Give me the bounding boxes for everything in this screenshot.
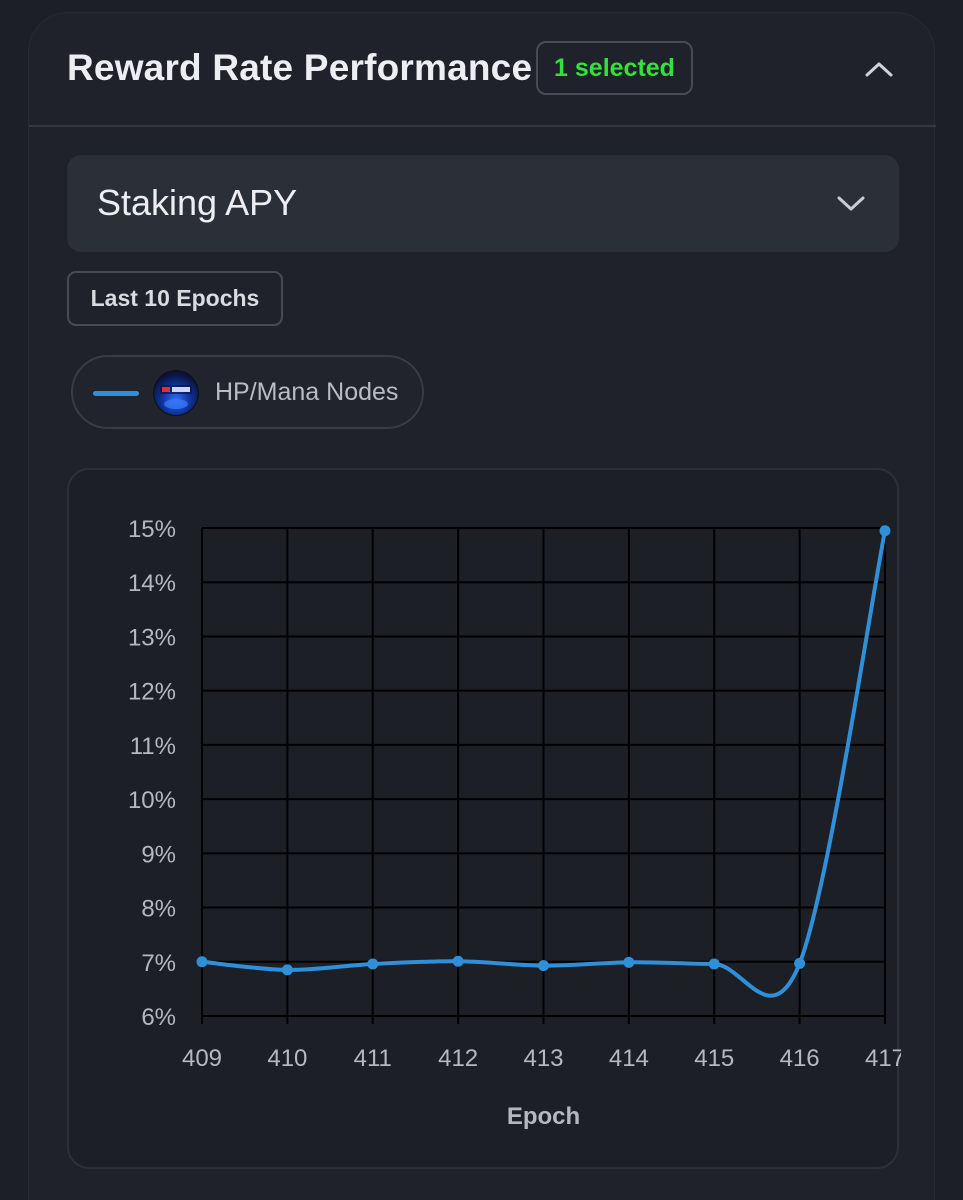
data-point[interactable] <box>708 958 720 970</box>
apy-line-chart: 6%7%8%9%10%11%12%13%14%15% 409 410 411 412 4… <box>128 516 901 1130</box>
x-tick-label: 409 <box>182 1045 222 1072</box>
x-tick-label: 415 <box>694 1045 734 1072</box>
y-tick-label: 15% <box>128 516 176 543</box>
y-tick-label: 12% <box>128 679 176 706</box>
metric-select[interactable]: Staking APY <box>67 155 899 252</box>
chart-series <box>196 525 891 998</box>
data-point[interactable] <box>367 958 379 970</box>
collapse-button[interactable] <box>859 51 899 87</box>
legend-line-swatch <box>93 391 139 396</box>
y-tick-label: 6% <box>141 1004 176 1031</box>
y-tick-label: 10% <box>128 787 176 814</box>
card-header: Reward Rate Performance 1 selected <box>29 13 936 127</box>
hp-mana-logo <box>153 370 199 416</box>
x-tick-label: 412 <box>438 1045 478 1072</box>
selected-count-badge[interactable]: 1 selected <box>536 41 693 95</box>
chart-grid <box>201 527 886 1024</box>
chevron-up-icon <box>865 62 893 77</box>
x-tick-label: 416 <box>780 1045 820 1072</box>
range-button-last-10-epochs[interactable]: Last 10 Epochs <box>67 271 283 326</box>
x-tick-label: 414 <box>609 1045 649 1072</box>
y-tick-label: 7% <box>141 950 176 977</box>
x-tick-label: 417 <box>865 1045 901 1072</box>
x-tick-label: 413 <box>523 1045 563 1072</box>
metric-select-value: Staking APY <box>97 182 298 223</box>
chart-container: 6% 7% 8% 9% 10% 11% 12% 13% 14% 15% 409 410 411 412 4… <box>67 468 901 1169</box>
x-axis-ticks: 409 410 411 412 413 414 415 416 417 <box>182 1045 901 1072</box>
x-axis-title: Epoch <box>507 1103 580 1130</box>
data-point[interactable] <box>794 957 806 969</box>
reward-rate-card: Reward Rate Performance 1 selected Staki… <box>28 12 936 1200</box>
y-tick-label: 14% <box>128 570 176 597</box>
data-point[interactable] <box>281 964 293 976</box>
data-point[interactable] <box>196 956 208 968</box>
x-tick-label: 411 <box>354 1045 392 1072</box>
y-axis-ticks: 6% 7% 8% 9% 10% 11% 12% 13% 14% 15% <box>128 516 176 1031</box>
y-tick-label: 11% <box>130 733 176 760</box>
x-tick-label: 410 <box>267 1045 307 1072</box>
legend-label: HP/Mana Nodes <box>215 378 399 406</box>
data-point[interactable] <box>452 955 464 967</box>
series-line-0 <box>200 528 887 998</box>
data-point[interactable] <box>538 960 549 972</box>
y-tick-label: 9% <box>141 841 176 868</box>
data-point[interactable] <box>879 525 891 537</box>
card-title: Reward Rate Performance <box>67 47 533 88</box>
y-tick-label: 13% <box>128 624 176 651</box>
legend-item-hp-mana-nodes[interactable]: HP/Mana Nodes <box>71 355 424 429</box>
metric-select-toggle[interactable] <box>833 188 869 220</box>
data-point[interactable] <box>623 956 635 968</box>
chevron-down-icon <box>837 196 865 211</box>
y-tick-label: 8% <box>141 896 176 923</box>
